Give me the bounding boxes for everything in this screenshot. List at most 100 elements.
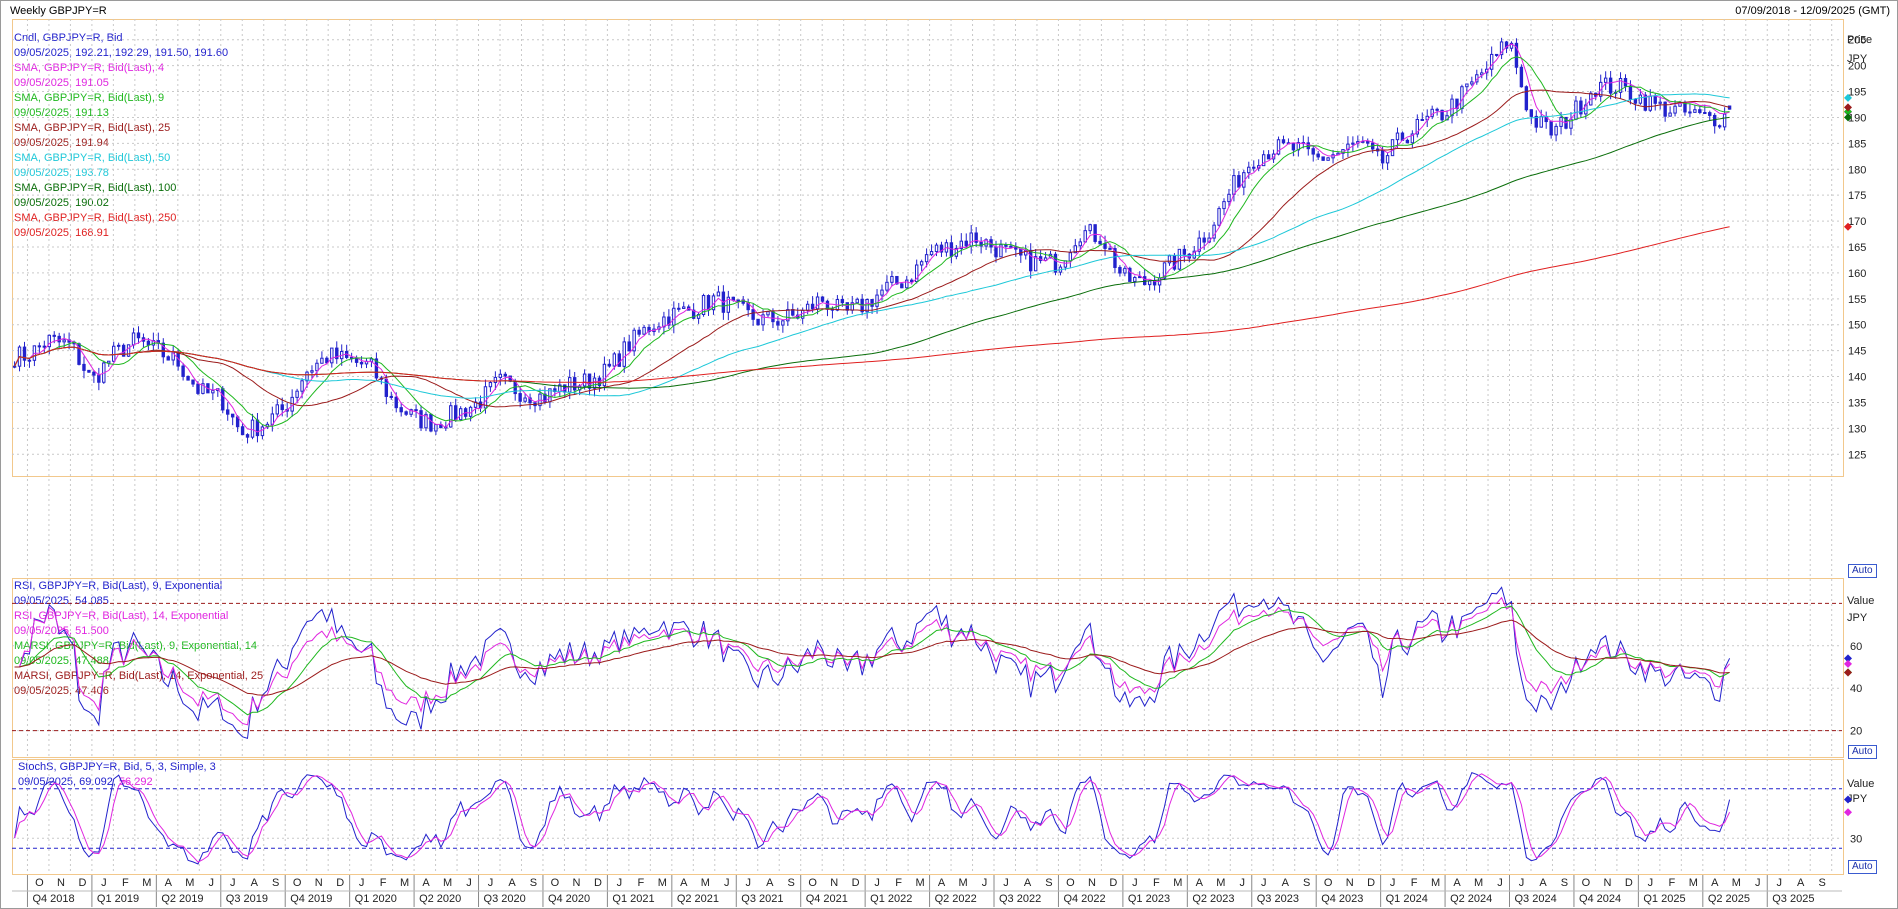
candle-body <box>637 329 641 335</box>
candle-body <box>1579 100 1583 115</box>
rsi-tick-label: 20 <box>1850 726 1862 738</box>
candle-body <box>1019 248 1023 256</box>
candle-body <box>325 357 329 364</box>
x-quarter-label: Q3 2022 <box>999 893 1041 905</box>
candle-body <box>394 396 398 409</box>
x-month-label: M <box>142 877 151 889</box>
x-month-label: F <box>1411 877 1418 889</box>
sma-line <box>14 116 1730 389</box>
candle-body <box>1227 193 1231 203</box>
x-month-label: O <box>1582 877 1591 889</box>
rsi-last-marker <box>1844 654 1852 663</box>
stoch-panel[interactable] <box>12 759 1844 875</box>
x-month-label: D <box>594 877 602 889</box>
candle-body <box>1524 86 1529 111</box>
candle-body <box>865 298 869 313</box>
x-month-label: F <box>1668 877 1675 889</box>
candle-body <box>1147 280 1152 286</box>
rsi-auto-button[interactable]: Auto <box>1848 745 1877 759</box>
legend-marsi9-value: 09/05/2025, 47.488 <box>14 655 109 667</box>
candle-body <box>682 306 686 309</box>
candle-body <box>771 311 775 323</box>
x-month-label: A <box>1539 877 1547 889</box>
candle-body <box>1033 256 1038 272</box>
rsi-last-marker <box>1844 668 1852 677</box>
candle-body <box>1247 166 1251 174</box>
candle-body <box>116 344 121 347</box>
candle-body <box>1197 237 1201 252</box>
candle-body <box>186 375 190 381</box>
candle-body <box>1053 253 1058 273</box>
stoch-line <box>14 773 1731 863</box>
candle-body <box>37 345 42 348</box>
x-month-label: D <box>1109 877 1117 889</box>
x-month-label: M <box>958 877 967 889</box>
candle-body <box>855 298 859 304</box>
x-month-label: A <box>422 877 430 889</box>
candle-body <box>354 358 359 363</box>
candle-body <box>880 289 884 296</box>
candle-body <box>677 307 681 310</box>
candle-body <box>330 347 334 364</box>
stoch-axis[interactable]: Value JPY <box>1843 759 1893 873</box>
legend-sma50-label: SMA, GBPJPY=R, Bid(Last), 50 <box>14 152 171 164</box>
x-month-label: S <box>1819 877 1826 889</box>
candle-body <box>691 309 696 319</box>
x-month-label: D <box>1367 877 1375 889</box>
x-month-label: D <box>78 877 86 889</box>
x-month-label: O <box>293 877 302 889</box>
sma-line <box>14 226 1730 383</box>
candle-body <box>107 360 111 364</box>
candle-body <box>1722 113 1727 128</box>
candle-body <box>528 397 532 404</box>
stoch-tick-label: 30 <box>1850 833 1862 845</box>
price-tick-label: 160 <box>1848 268 1866 280</box>
stoch-auto-button[interactable]: Auto <box>1848 860 1877 874</box>
legend-sma4-label: SMA, GBPJPY=R, Bid(Last), 4 <box>14 62 165 74</box>
candle-body <box>12 365 17 368</box>
rsi-last-marker <box>1844 659 1852 668</box>
candle-body <box>1504 41 1509 49</box>
candle-body <box>617 353 621 367</box>
candle-body <box>1703 112 1707 115</box>
candle-body <box>1028 249 1033 272</box>
candle-body <box>1068 252 1073 262</box>
candle-body <box>166 356 170 361</box>
price-axis[interactable]: Price JPY <box>1843 19 1893 475</box>
candle-body <box>1162 262 1167 279</box>
legend-sma250-value: 09/05/2025, 168.91 <box>14 227 109 239</box>
rsi-axis[interactable]: Value JPY <box>1843 578 1893 756</box>
candle-body <box>1628 85 1633 100</box>
candle-body <box>1603 77 1608 83</box>
x-month-label: J <box>617 877 623 889</box>
candle-body <box>964 240 968 247</box>
x-month-label: J <box>724 877 730 889</box>
candle-body <box>335 347 339 360</box>
rsi-panel[interactable] <box>12 578 1844 758</box>
candle-body <box>1499 41 1504 56</box>
rsi-axis-unit: JPY <box>1847 612 1868 624</box>
candle-body <box>131 332 136 346</box>
candle-body <box>890 275 894 283</box>
x-month-label: M <box>1732 877 1741 889</box>
candle-body <box>1326 157 1330 161</box>
x-month-label: N <box>1346 877 1354 889</box>
rsi-tick-label: 40 <box>1850 683 1862 695</box>
candle-body <box>1078 241 1082 247</box>
x-month-label: A <box>508 877 516 889</box>
x-month-label: O <box>808 877 817 889</box>
candle-body <box>1440 109 1444 121</box>
candle-body <box>607 363 612 367</box>
x-month-label: O <box>551 877 560 889</box>
price-tick-label: 205 <box>1848 35 1866 47</box>
price-panel[interactable] <box>12 19 1844 477</box>
candle-body <box>1693 109 1697 113</box>
price-tick-label: 125 <box>1848 449 1866 461</box>
candle-body <box>1276 139 1281 155</box>
x-month-label: J <box>359 877 365 889</box>
price-auto-button[interactable]: Auto <box>1848 564 1877 578</box>
candle-body <box>1192 250 1196 259</box>
candle-body <box>1514 42 1519 68</box>
candle-body <box>320 357 324 364</box>
candle-body <box>1311 148 1315 155</box>
